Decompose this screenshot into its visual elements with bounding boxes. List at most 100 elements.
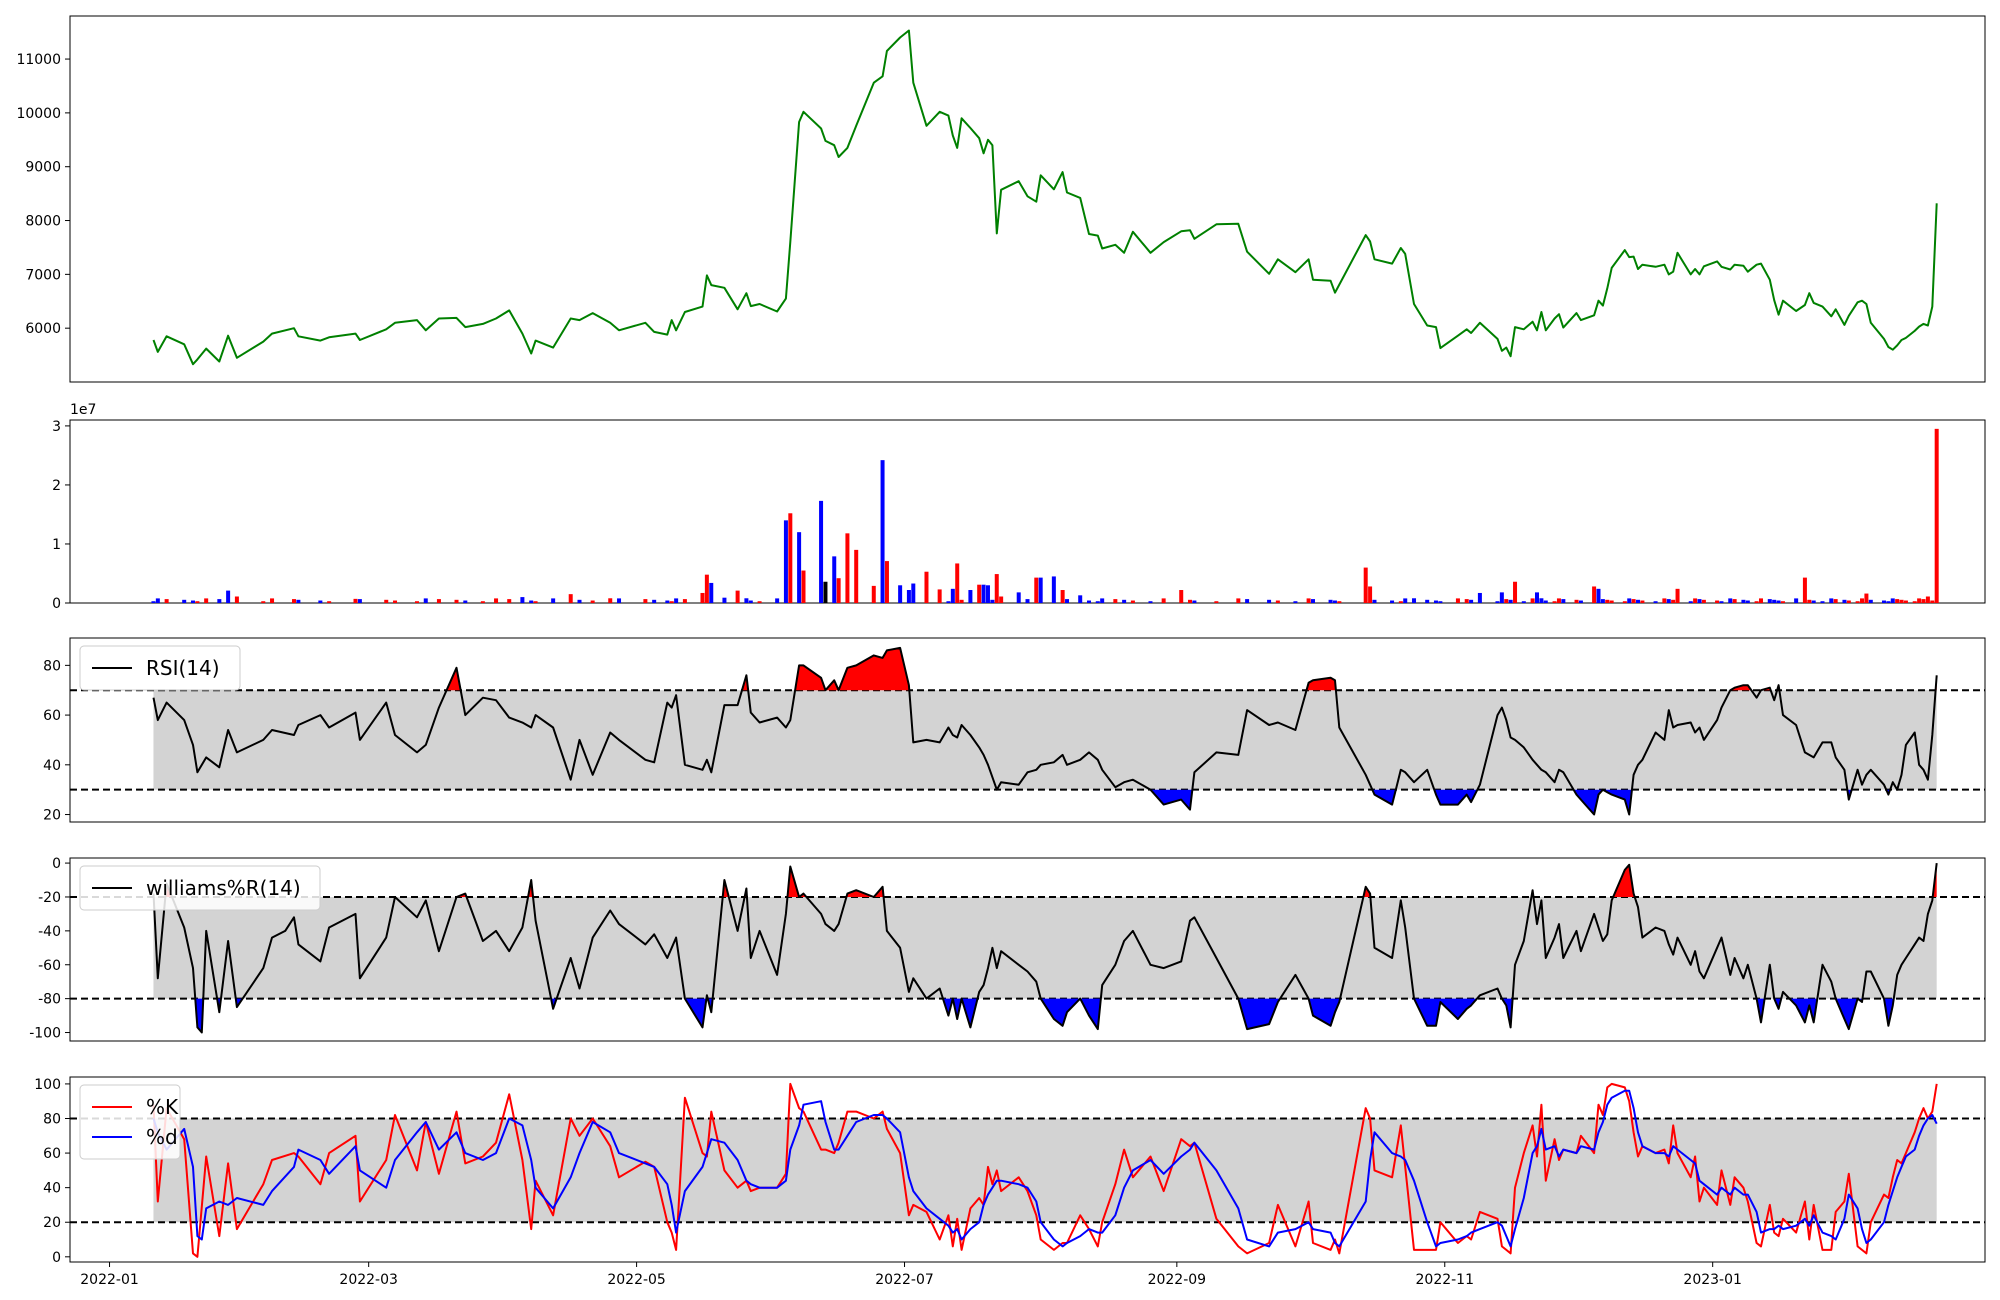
volume-bar [906, 590, 911, 603]
stochastic-d-line [152, 1089, 1938, 1248]
volume-bar [801, 570, 806, 603]
volume-bar [1631, 599, 1636, 603]
volume-bar [155, 598, 160, 603]
williams-oversold-fill [1835, 998, 1858, 1030]
price-ytick-label: 7000 [25, 267, 61, 283]
rsi-legend: RSI(14) [79, 645, 241, 691]
volume-bar [1758, 598, 1763, 603]
price-axes-frame [69, 15, 1986, 383]
volume-bar [1113, 599, 1118, 603]
volume-bar [1811, 600, 1816, 603]
volume-bar [819, 500, 824, 603]
rsi-neutral-band [153, 690, 1937, 790]
volume-bar [270, 598, 275, 603]
volume-bar [1890, 598, 1895, 603]
price-ytick-label: 8000 [25, 214, 61, 230]
volume-bar [1864, 593, 1869, 603]
volume-bar [1640, 600, 1645, 603]
volume-bar [1912, 601, 1917, 603]
volume-bar [1477, 592, 1482, 603]
volume-bar [1596, 588, 1601, 603]
volume-bar [1574, 599, 1579, 603]
volume-bar [384, 599, 389, 603]
volume-bar [1332, 600, 1337, 603]
volume-bar [1372, 599, 1377, 603]
volume-bar [1780, 601, 1785, 603]
volume-bar [898, 585, 903, 603]
stochastic-legend-label: %K [146, 1095, 179, 1119]
volume-bar [1433, 600, 1438, 603]
volume-bar [722, 597, 727, 603]
volume-bar [950, 588, 955, 603]
volume-bar [1469, 599, 1474, 603]
volume-bar [1925, 596, 1930, 603]
volume-bar [709, 582, 714, 603]
volume-bar [990, 599, 995, 603]
rsi-overbought-fill [1730, 685, 1752, 691]
volume-bar [674, 598, 679, 603]
volume-bar [568, 594, 573, 603]
volume-bar [1701, 599, 1706, 603]
price-ytick-label: 6000 [25, 321, 61, 337]
volume-bar [1438, 601, 1443, 603]
volume-bar [1513, 581, 1518, 603]
volume-bar [226, 590, 231, 603]
volume-bar [1794, 598, 1799, 603]
volume-bar [1868, 599, 1873, 603]
volume-bar [880, 460, 885, 603]
volume-bar [1921, 599, 1926, 603]
volume-bar [1719, 601, 1724, 603]
stochastic-legend-label: %d [146, 1125, 178, 1149]
volume-bar [608, 598, 613, 603]
stochastic-axes-frame [69, 1076, 1986, 1263]
volume-bar [261, 601, 266, 603]
volume-bar [164, 599, 169, 603]
price-series-line [152, 29, 1938, 366]
volume-bar [318, 600, 323, 603]
volume-bar [1846, 600, 1851, 603]
volume-bar [1829, 598, 1834, 603]
volume-bar [797, 532, 802, 603]
rsi-oversold-fill [1573, 789, 1603, 815]
volume-bar [151, 601, 156, 603]
volume-bar [577, 599, 582, 603]
volume-bar [744, 598, 749, 603]
rsi-ytick-label: 20 [43, 808, 61, 824]
rsi-oversold-fill [1602, 789, 1632, 815]
volume-bar [529, 600, 534, 603]
williams-oversold-fill [1080, 998, 1101, 1030]
williams-oversold-fill [1040, 998, 1081, 1026]
volume-bar [1539, 598, 1544, 603]
volume-bar [1337, 601, 1342, 603]
rsi-overbought-fill [838, 647, 910, 691]
volume-bar [353, 598, 358, 603]
volume-bar [1148, 601, 1153, 603]
rsi-series-line [152, 646, 1938, 816]
volume-bar [1236, 598, 1241, 603]
volume-bar [1552, 601, 1557, 603]
volume-bar [1592, 586, 1597, 603]
stochastic-ytick-label: 100 [34, 1077, 61, 1093]
volume-bar [1363, 567, 1368, 603]
rsi-legend-label: RSI(14) [146, 656, 220, 680]
volume-bar [393, 600, 398, 603]
volume-ytick-label: 3 [52, 419, 61, 435]
rsi-ytick-label: 60 [43, 708, 61, 724]
volume-bar [1745, 600, 1750, 603]
volume-bar [1776, 600, 1781, 603]
volume-bar [775, 598, 780, 603]
williams-oversold-fill [943, 998, 953, 1016]
volume-bar [182, 599, 187, 603]
volume-bar [981, 584, 986, 603]
volume-bar [1697, 599, 1702, 603]
volume-bar [1534, 592, 1539, 603]
volume-bar [1328, 599, 1333, 603]
williams-series-line [152, 862, 1938, 1034]
volume-bar [652, 599, 657, 603]
volume-bar [617, 598, 622, 603]
volume-bar [1899, 599, 1904, 603]
stochastic-k-line [152, 1082, 1938, 1258]
volume-bar [1772, 599, 1777, 603]
volume-bar [735, 590, 740, 603]
volume-bar [1903, 600, 1908, 603]
